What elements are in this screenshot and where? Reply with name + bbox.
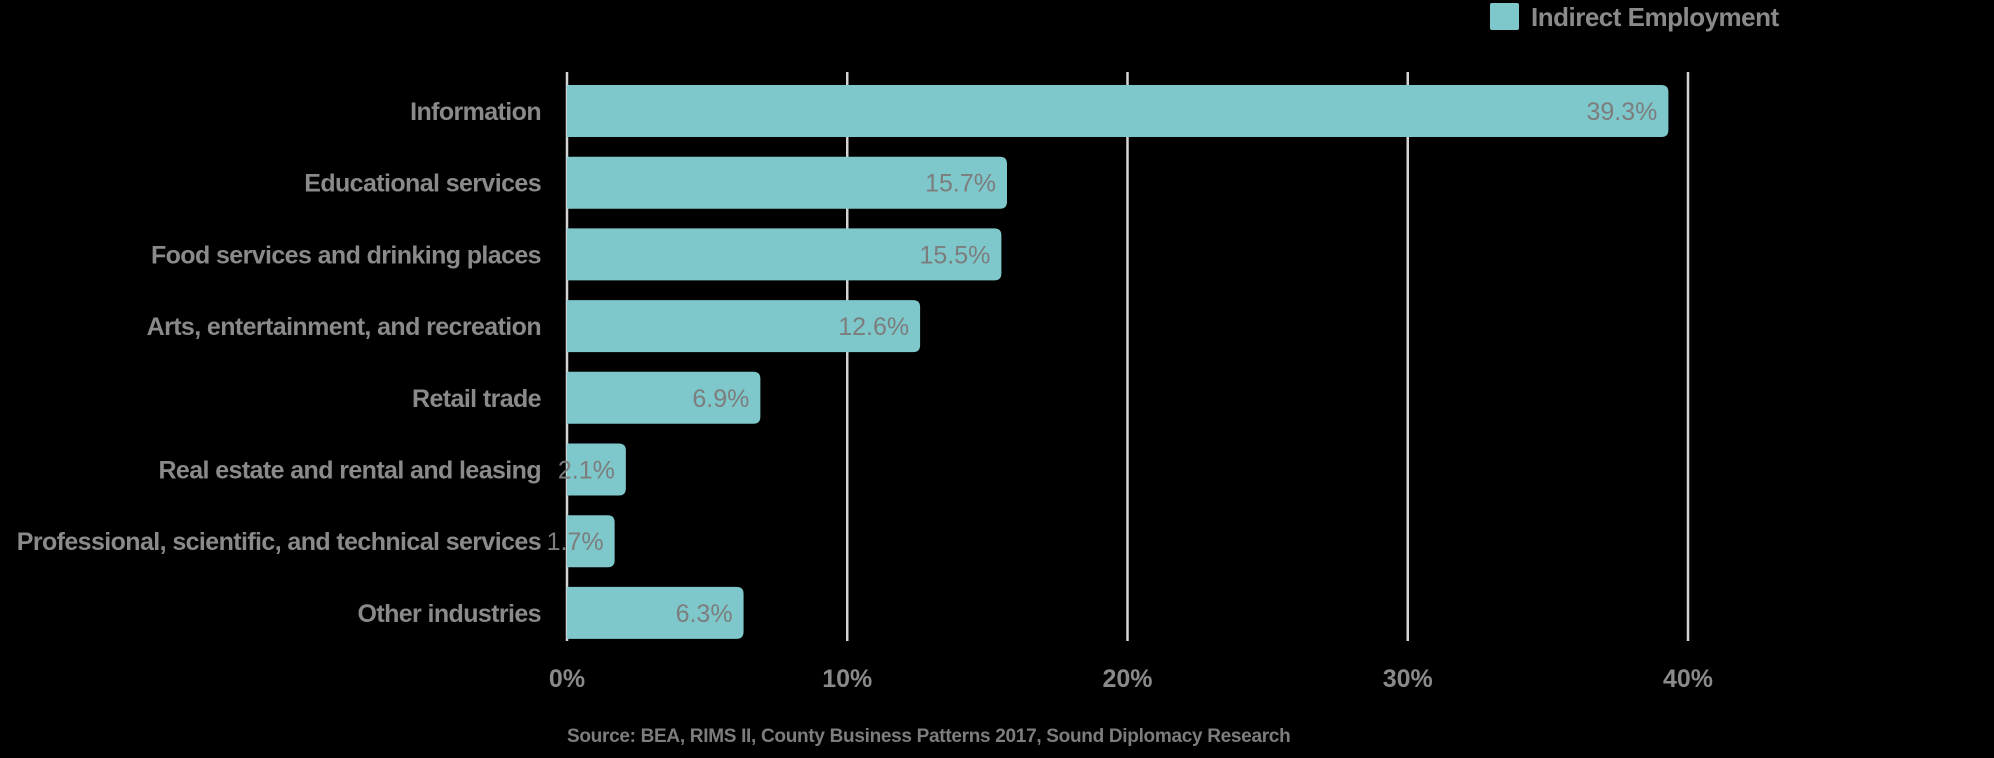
legend-swatch [1490,3,1519,30]
legend-label: Indirect Employment [1531,2,1779,32]
bar [567,300,921,353]
category-label: Retail trade [412,385,542,413]
category-label: Information [410,98,541,126]
category-label: Arts, entertainment, and recreation [147,313,541,341]
x-axis-tick-labels: 0% 10% 20% 30% 40% [549,665,1713,693]
value-label: 6.9% [692,385,749,413]
category-label: Real estate and rental and leasing [158,457,541,485]
category-label: Food services and drinking places [151,241,541,269]
x-tick-label: 0% [549,665,585,693]
value-label: 6.3% [676,600,733,628]
value-label: 12.6% [838,313,909,341]
bar [567,156,1007,209]
x-tick-label: 10% [822,665,872,693]
category-label: Other industries [358,600,542,628]
value-labels: 39.3% 15.7% 15.5% 12.6% 6.9% 2.1% 1.7% 6.3% [547,98,1658,628]
bar [567,228,1002,281]
bars [567,85,1669,639]
x-tick-label: 40% [1663,665,1713,693]
source-note: Source: BEA, RIMS II, County Business Pa… [567,726,1290,747]
category-label: Educational services [304,170,541,198]
legend: Indirect Employment [1490,2,1780,32]
value-label: 39.3% [1586,98,1657,126]
category-labels: Information Educational services Food serv… [17,98,543,628]
bar [567,515,615,568]
value-label: 15.5% [919,241,990,269]
category-label: Professional, scientific, and technical … [17,528,541,556]
value-label: 1.7% [547,528,604,556]
value-label: 2.1% [558,457,615,485]
bar [567,371,761,424]
value-label: 15.7% [925,170,996,198]
bar [567,586,744,639]
x-tick-label: 30% [1383,665,1433,693]
x-tick-label: 20% [1102,665,1152,693]
bar [567,443,626,496]
bar [567,85,1669,137]
